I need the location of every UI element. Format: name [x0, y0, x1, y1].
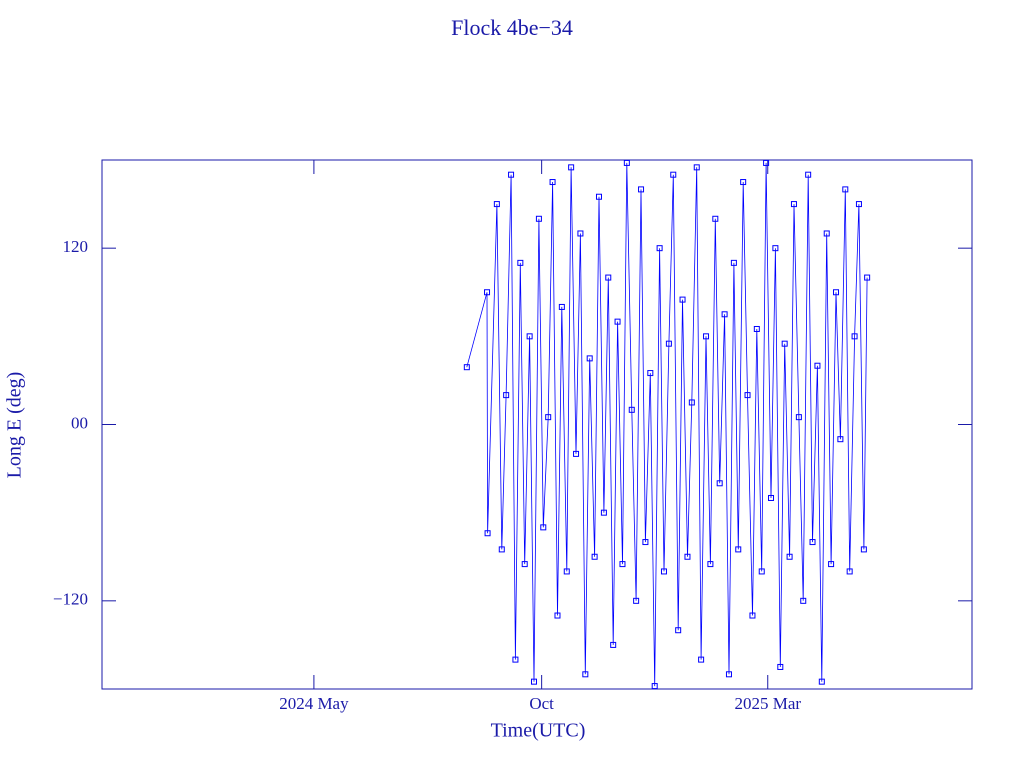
- data-point: [786, 553, 793, 560]
- data-point: [600, 509, 607, 516]
- chart-title: Flock 4be−34: [451, 15, 573, 40]
- data-point: [577, 230, 584, 237]
- data-point: [842, 186, 849, 193]
- data-point: [725, 671, 732, 678]
- data-point: [647, 370, 654, 377]
- data-point: [846, 568, 853, 575]
- x-tick-label: 2025 Mar: [734, 694, 801, 713]
- data-point: [684, 553, 691, 560]
- data-point: [660, 568, 667, 575]
- data-point: [595, 193, 602, 200]
- data-point: [707, 561, 714, 568]
- data-point: [591, 553, 598, 560]
- data-point: [749, 612, 756, 619]
- data-point: [833, 289, 840, 296]
- data-point: [800, 597, 807, 604]
- data-point: [837, 436, 844, 443]
- data-point: [563, 568, 570, 575]
- data-point: [730, 259, 737, 266]
- x-tick-label: 2024 May: [279, 694, 349, 713]
- data-point: [688, 399, 695, 406]
- data-point: [614, 318, 621, 325]
- y-tick-label: −120: [53, 590, 88, 609]
- data-point: [823, 230, 830, 237]
- data-point: [758, 568, 765, 575]
- data-point: [558, 303, 565, 310]
- data-point: [530, 678, 537, 685]
- data-point: [814, 362, 821, 369]
- data-point: [744, 392, 751, 399]
- data-point: [656, 245, 663, 252]
- x-axis-label: Time(UTC): [491, 720, 586, 742]
- data-point: [712, 215, 719, 222]
- y-tick-label: 120: [63, 237, 89, 256]
- data-point: [573, 450, 580, 457]
- data-point: [665, 340, 672, 347]
- data-point: [568, 164, 575, 171]
- data-point: [493, 201, 500, 208]
- data-point: [549, 179, 556, 186]
- data-point: [638, 186, 645, 193]
- data-point: [642, 539, 649, 546]
- data-point: [781, 340, 788, 347]
- data-point: [503, 392, 510, 399]
- data-point: [484, 530, 491, 537]
- data-point: [582, 671, 589, 678]
- y-tick-label: 00: [71, 413, 88, 432]
- data-point: [703, 333, 710, 340]
- data-point: [716, 480, 723, 487]
- data-point: [763, 159, 770, 166]
- data-point: [818, 678, 825, 685]
- data-point: [463, 364, 470, 371]
- data-point: [605, 274, 612, 281]
- data-point: [864, 274, 871, 281]
- data-point: [851, 333, 858, 340]
- data-point: [855, 201, 862, 208]
- data-point: [670, 171, 677, 178]
- data-point: [535, 215, 542, 222]
- data-point: [484, 289, 491, 296]
- data-point: [753, 325, 760, 332]
- data-point: [619, 561, 626, 568]
- data-point: [633, 597, 640, 604]
- data-point: [628, 406, 635, 413]
- data-point: [772, 245, 779, 252]
- data-point: [768, 494, 775, 501]
- data-point: [517, 259, 524, 266]
- data-point: [679, 296, 686, 303]
- data-point: [735, 546, 742, 553]
- data-point: [540, 524, 547, 531]
- data-point: [521, 561, 528, 568]
- data-point: [623, 159, 630, 166]
- data-point: [526, 333, 533, 340]
- data-point: [740, 179, 747, 186]
- data-point: [545, 414, 552, 421]
- data-point: [498, 546, 505, 553]
- data-point: [809, 539, 816, 546]
- data-point: [554, 612, 561, 619]
- data-point: [721, 311, 728, 318]
- data-point: [512, 656, 519, 663]
- data-point: [508, 171, 515, 178]
- data-point: [698, 656, 705, 663]
- data-point: [651, 683, 658, 690]
- data-point: [790, 201, 797, 208]
- data-line: [466, 162, 868, 687]
- x-tick-label: Oct: [529, 694, 554, 713]
- data-point: [828, 561, 835, 568]
- data-point: [795, 414, 802, 421]
- data-point: [860, 546, 867, 553]
- data-point: [693, 164, 700, 171]
- data-point: [675, 627, 682, 634]
- data-point: [777, 663, 784, 670]
- y-axis-label: Long E (deg): [4, 372, 26, 479]
- data-point: [586, 355, 593, 362]
- data-point: [610, 641, 617, 648]
- data-point: [805, 171, 812, 178]
